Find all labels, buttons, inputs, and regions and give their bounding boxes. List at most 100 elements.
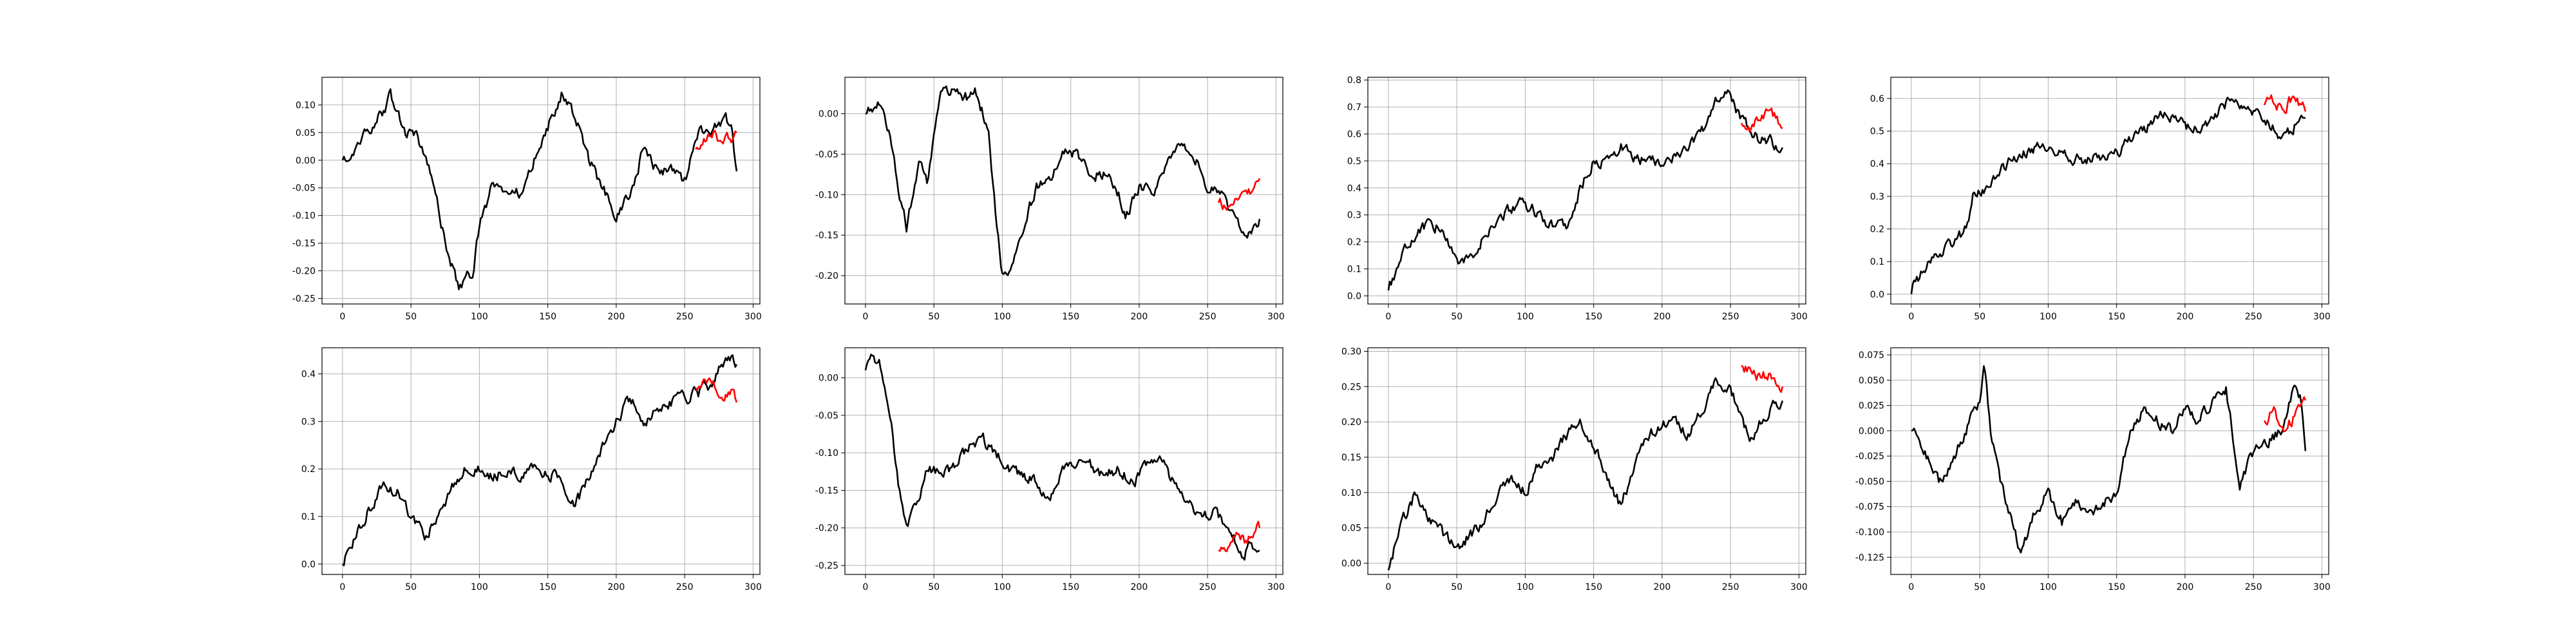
subplot-5: 0 50 100 150 200 250 300 0.0 0.1 0.2 0.3 0.4	[301, 347, 762, 592]
axes-background	[1891, 348, 2329, 574]
x-tick-label: 0	[339, 312, 345, 322]
y-tick-label: 0.1	[1347, 265, 1361, 275]
x-tick-label: 200	[2177, 312, 2194, 322]
y-tick-label: -0.075	[1855, 502, 1884, 513]
y-tick-label: -0.05	[815, 149, 838, 160]
subplot-1: 0 50 100 150 200 250 300 -0.25 -0.20 -0.15 -0.10 -0…	[292, 77, 762, 322]
x-tick-label: 150	[539, 312, 556, 322]
x-tick-label: 300	[1790, 582, 1808, 592]
x-tick-label: 150	[2108, 582, 2125, 592]
y-tick-label: 0.3	[1347, 211, 1361, 221]
x-tick-label: 200	[1131, 582, 1148, 592]
series-line-red	[1218, 520, 1261, 553]
subplot-7: 0 50 100 150 200 250 300 0.00 0.05 0.10 0.15 0.20 0.…	[1341, 346, 1808, 592]
y-tick-label: 0.2	[1870, 225, 1884, 235]
x-tick-label: 250	[2245, 582, 2262, 592]
x-tick-label: 0	[1908, 312, 1914, 322]
y-tick-label: 0.2	[301, 464, 316, 475]
y-tick-label: 0.00	[819, 109, 838, 120]
x-tick-label: 50	[405, 312, 417, 322]
y-tick-label: -0.10	[292, 211, 316, 222]
x-tick-label: 50	[1451, 312, 1463, 322]
y-tick-label: -0.20	[815, 524, 838, 534]
x-tick-label: 100	[994, 582, 1011, 592]
y-tick-label: 0.30	[1341, 346, 1361, 357]
y-tick-label: 0.15	[1341, 453, 1361, 463]
y-tick-label: 0.000	[1859, 426, 1884, 437]
y-tick-label: -0.20	[815, 271, 838, 281]
x-tick-label: 300	[1267, 582, 1285, 592]
y-tick-label: -0.25	[815, 561, 838, 571]
x-tick-label: 300	[2313, 582, 2331, 592]
series-line-red	[2263, 396, 2307, 433]
x-tick-label: 100	[471, 312, 488, 322]
y-tick-label: 0.5	[1347, 156, 1361, 167]
y-tick-label: 0.4	[301, 370, 316, 380]
x-tick-label: 100	[2040, 312, 2057, 322]
y-tick-label: 0.1	[1870, 257, 1884, 267]
x-tick-label: 250	[1722, 312, 1739, 322]
x-tick-label: 200	[2177, 582, 2194, 592]
subplot-2: 0 50 100 150 200 250 300 -0.20 -0.15 -0.10 -0.05 0.…	[815, 77, 1285, 322]
y-tick-label: 0.05	[296, 128, 316, 138]
series-line-black	[864, 354, 1260, 561]
x-tick-label: 0	[862, 582, 868, 592]
x-tick-label: 250	[676, 312, 694, 322]
y-tick-label: 0.00	[819, 374, 838, 384]
axes-frame	[321, 347, 761, 575]
x-tick-label: 150	[1062, 312, 1079, 322]
axes-frame	[1367, 347, 1806, 575]
subplot-3: 0 50 100 150 200 250 300 0.0 0.1 0.2 0.3 0.4 0.5 0.6 0…	[1347, 75, 1808, 322]
x-tick-label: 150	[1062, 582, 1079, 592]
x-tick-label: 250	[1722, 582, 1739, 592]
y-tick-label: 0.8	[1347, 75, 1361, 86]
x-tick-label: 50	[1451, 582, 1463, 592]
x-tick-label: 250	[1199, 312, 1217, 322]
axes-background	[845, 77, 1283, 304]
series-line-red	[1217, 178, 1261, 211]
x-tick-label: 300	[1790, 312, 1808, 322]
y-tick-label: 0.10	[296, 100, 316, 111]
y-tick-label: 0.025	[1859, 401, 1884, 412]
y-tick-label: 0.6	[1347, 129, 1361, 140]
axes-background	[1891, 77, 2329, 304]
series-line-black	[1387, 89, 1784, 291]
y-tick-label: -0.050	[1855, 477, 1884, 487]
series-line-black	[1387, 377, 1784, 571]
y-tick-label: -0.10	[815, 448, 838, 459]
axes-background	[1368, 77, 1806, 304]
y-tick-label: 0.1	[301, 512, 316, 522]
y-tick-label: 0.6	[1870, 94, 1884, 104]
y-tick-label: -0.10	[815, 190, 838, 200]
x-tick-label: 150	[1585, 312, 1602, 322]
y-tick-label: 0.5	[1870, 127, 1884, 137]
x-tick-label: 300	[2313, 312, 2331, 322]
y-tick-label: -0.25	[292, 294, 316, 304]
x-tick-label: 100	[994, 312, 1011, 322]
x-tick-label: 50	[405, 582, 417, 592]
y-tick-label: 0.075	[1859, 350, 1884, 361]
y-tick-label: 0.25	[1341, 382, 1361, 392]
x-tick-label: 0	[1908, 582, 1914, 592]
x-tick-label: 100	[2040, 582, 2057, 592]
x-tick-label: 100	[471, 582, 488, 592]
axes-frame	[321, 77, 761, 305]
y-tick-label: 0.2	[1347, 238, 1361, 248]
series-line-red	[2263, 94, 2307, 114]
axes-background	[322, 77, 760, 304]
x-tick-label: 200	[608, 312, 625, 322]
series-line-red	[1740, 107, 1783, 133]
series-line-black	[865, 85, 1261, 276]
x-tick-label: 0	[1385, 312, 1391, 322]
x-tick-label: 50	[1974, 582, 1985, 592]
x-tick-label: 200	[1654, 312, 1671, 322]
x-tick-label: 50	[928, 582, 940, 592]
x-tick-label: 250	[676, 582, 694, 592]
y-tick-label: -0.15	[815, 486, 838, 496]
series-line-black	[341, 354, 738, 567]
x-tick-label: 200	[1654, 582, 1671, 592]
x-tick-label: 0	[862, 312, 868, 322]
x-tick-label: 150	[2108, 312, 2125, 322]
y-tick-label: 0.050	[1859, 375, 1884, 386]
x-tick-label: 150	[539, 582, 556, 592]
